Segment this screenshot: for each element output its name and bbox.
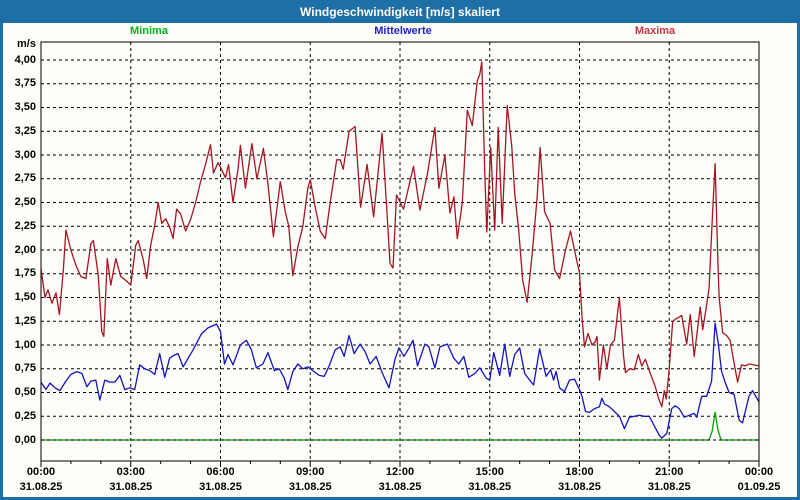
- y-axis-tick-label: 1,75: [14, 267, 36, 280]
- series-line-mittelwerte: [40, 322, 760, 439]
- x-axis-date-label: 31.08.25: [288, 481, 332, 493]
- y-axis-tick-label: 2,25: [14, 219, 36, 232]
- x-axis-time-label: 18:00: [565, 466, 594, 478]
- legend-item-mittelwerte: Mittelwerte: [374, 25, 432, 37]
- legend-item-minima: Minima: [130, 25, 168, 37]
- x-axis-date-label: 31.08.25: [109, 481, 153, 493]
- y-axis-tick-label: 1,00: [14, 338, 36, 351]
- y-axis-tick-label: 3,75: [14, 77, 36, 90]
- y-axis-tick-label: 3,25: [14, 124, 36, 137]
- y-axis-tick-label: 0,75: [14, 362, 36, 375]
- x-axis-time-label: 15:00: [475, 466, 504, 478]
- x-axis-date-label: 31.08.25: [647, 481, 691, 493]
- y-axis-tick-label: 0,50: [14, 386, 36, 398]
- x-axis-date-label: 31.08.25: [199, 481, 242, 493]
- x-axis-date-label: 31.08.25: [378, 481, 422, 493]
- x-axis-date-label: 31.08.25: [19, 481, 63, 493]
- x-axis-time-label: 21:00: [655, 466, 684, 478]
- y-axis-tick-label: 2,50: [14, 196, 36, 208]
- x-axis-time-label: 03:00: [116, 466, 145, 478]
- window-titlebar: Windgeschwindigkeit [m/s] skaliert: [3, 0, 797, 23]
- x-axis-time-label: 12:00: [385, 466, 415, 478]
- y-axis-tick-label: 0,25: [14, 409, 36, 422]
- y-axis-tick-label: 2,00: [14, 243, 36, 256]
- x-axis-time-label: 09:00: [296, 466, 325, 478]
- x-axis-date-label: 31.08.25: [468, 481, 512, 493]
- y-axis-tick-label: 4,00: [14, 53, 36, 66]
- x-axis-date-label: 01.09.25: [737, 481, 781, 493]
- window-title: Windgeschwindigkeit [m/s] skaliert: [300, 4, 500, 19]
- legend-item-maxima: Maxima: [634, 25, 676, 37]
- x-axis-date-label: 31.08.25: [558, 481, 601, 493]
- y-axis-tick-label: 2,75: [14, 172, 36, 185]
- y-axis-tick-label: 3,00: [14, 148, 36, 161]
- x-axis-time-label: 00:00: [744, 466, 774, 478]
- y-axis-tick-label: 1,25: [14, 314, 36, 327]
- y-axis-tick-label: 3,50: [14, 101, 36, 113]
- series-line-maxima: [40, 61, 760, 408]
- y-axis-tick-label: 0,00: [14, 433, 36, 446]
- x-axis-time-label: 00:00: [26, 466, 56, 478]
- y-axis-tick-label: 1,50: [14, 291, 36, 303]
- y-axis-unit-label: m/s: [17, 38, 36, 50]
- x-axis-time-label: 06:00: [206, 466, 235, 478]
